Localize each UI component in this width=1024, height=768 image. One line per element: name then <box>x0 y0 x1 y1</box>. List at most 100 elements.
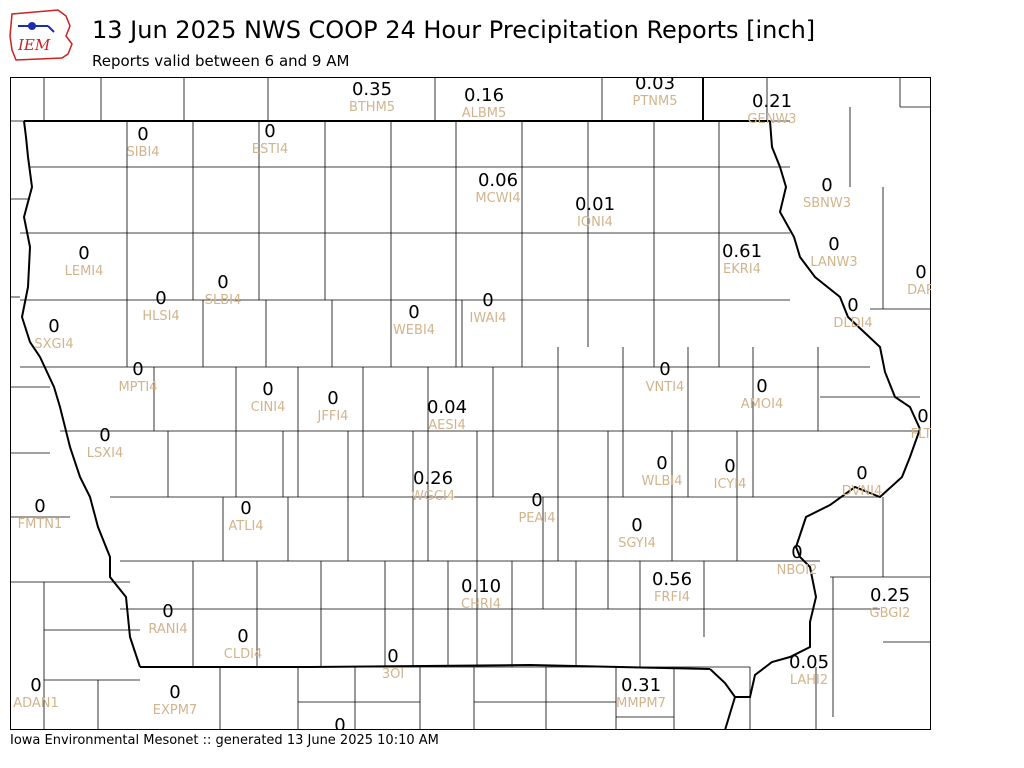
precip-value: 0 <box>237 626 248 647</box>
precip-value: 0.01 <box>575 194 615 215</box>
iem-logo: IEM <box>9 9 73 61</box>
precip-value: 0.26 <box>413 468 453 489</box>
precip-value: 0 <box>169 682 180 703</box>
station-id: IONI4 <box>577 215 613 230</box>
precip-value: 0.31 <box>621 675 661 696</box>
state-boundaries <box>20 77 922 730</box>
precip-value: 0.05 <box>789 652 829 673</box>
precip-value: 0 <box>828 234 839 255</box>
station-id: VNTI4 <box>646 380 685 395</box>
precip-value: 0.25 <box>870 585 910 606</box>
precip-value: 0 <box>217 272 228 293</box>
station-id: SIBI4 <box>126 145 159 160</box>
precip-value: 0.21 <box>752 91 792 112</box>
station-id: FMTN1 <box>18 517 63 532</box>
page-subtitle: Reports valid between 6 and 9 AM <box>92 52 350 70</box>
precip-value: 0 <box>631 515 642 536</box>
station-id: ALBM5 <box>462 106 507 121</box>
station-id: DLDI4 <box>833 316 872 331</box>
precip-value: 0 <box>262 379 273 400</box>
precip-value: 0 <box>821 175 832 196</box>
precip-value: 0 <box>162 601 173 622</box>
precip-value: 0 <box>659 359 670 380</box>
precip-value: 0 <box>99 425 110 446</box>
station-id: PEAI4 <box>518 511 555 526</box>
station-flti: 0FLTI <box>911 406 931 442</box>
station-id: CHRI4 <box>461 597 501 612</box>
precip-value: 0 <box>482 290 493 311</box>
logo-text: IEM <box>17 36 51 54</box>
station-id: MCWI4 <box>475 191 520 206</box>
footer-credit: Iowa Environmental Mesonet :: generated … <box>10 733 439 748</box>
station-id: LAHI2 <box>790 673 828 688</box>
station-id: CLDI4 <box>224 647 262 662</box>
precip-value: 0 <box>155 288 166 309</box>
precip-value: 0 <box>48 316 59 337</box>
precip-value: 0 <box>240 498 251 519</box>
station-id: ESTI4 <box>252 142 289 157</box>
precip-value: 0 <box>847 295 858 316</box>
station-id: MPTI4 <box>118 380 157 395</box>
station-id: CINI4 <box>251 400 286 415</box>
station-id: PTNM5 <box>633 94 678 109</box>
station-id: MMPM7 <box>616 696 666 711</box>
precip-value: 0 <box>334 715 345 730</box>
station-id: FRFI4 <box>654 590 690 605</box>
page-title: 13 Jun 2025 NWS COOP 24 Hour Precipitati… <box>92 16 816 44</box>
station-id: EKRI4 <box>723 262 761 277</box>
station-id: DVNI4 <box>842 484 883 499</box>
station-id: NBOI2 <box>777 563 818 578</box>
station-id: WEBI4 <box>393 323 435 338</box>
station-id: ATLI4 <box>228 519 263 534</box>
station-id: LANW3 <box>810 255 857 270</box>
station-id: WGCI4 <box>411 489 455 504</box>
station-id: ADAN1 <box>13 696 59 711</box>
precip-value: 0.35 <box>352 79 392 100</box>
station-unnamed: 0 <box>334 715 345 730</box>
station-id: LEMI4 <box>65 264 104 279</box>
station-id: IWAI4 <box>470 311 507 326</box>
station-id: GBGI2 <box>870 606 911 621</box>
precip-value: 0 <box>917 406 928 427</box>
precip-value: 0 <box>531 490 542 511</box>
precip-value: 0.03 <box>635 77 675 94</box>
station-id: AESI4 <box>428 418 465 433</box>
precip-value: 0.04 <box>427 397 467 418</box>
station-id: SXGI4 <box>34 337 73 352</box>
precip-value: 0 <box>264 121 275 142</box>
station-id: RANI4 <box>148 622 187 637</box>
precip-value: 0 <box>387 646 398 667</box>
station-id: SGYI4 <box>618 536 656 551</box>
station-id: DAR <box>907 283 931 298</box>
